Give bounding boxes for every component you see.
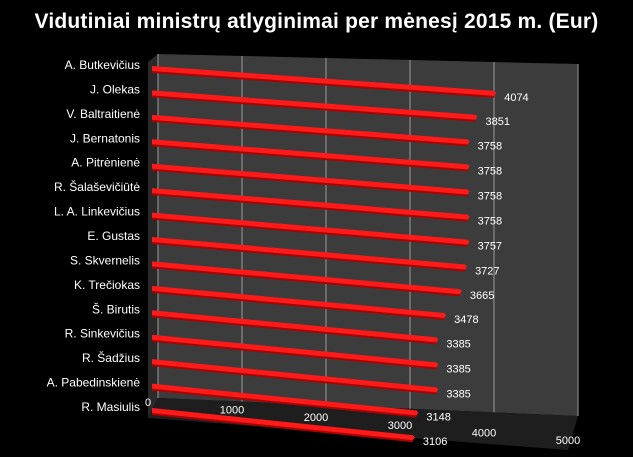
bar-shadow (152, 388, 417, 418)
data-label: 3758 (478, 216, 502, 228)
bar (152, 383, 419, 416)
bar (152, 285, 447, 318)
bar (152, 188, 470, 220)
category-label: A. Pabedinskienė (47, 376, 141, 390)
category-label: A. Pitrėnienė (71, 156, 140, 170)
bar-shadow (152, 339, 437, 370)
bar (152, 114, 470, 145)
data-label: 4074 (504, 92, 528, 104)
bar (152, 212, 470, 245)
category-label: J. Olekas (90, 82, 140, 96)
data-label: 3757 (478, 241, 502, 253)
bar-shadow (152, 217, 468, 247)
x-tick-label: 4000 (472, 427, 496, 439)
data-label: 3758 (478, 190, 502, 202)
data-label: 3385 (446, 388, 470, 400)
data-label: 3851 (485, 116, 509, 128)
category-label: R. Sinkevičius (65, 327, 140, 341)
bar-shadow (152, 364, 437, 395)
x-tick-label: 1000 (220, 405, 244, 417)
category-label: A. Butkevičius (65, 58, 140, 72)
data-label: 3385 (446, 338, 470, 350)
bar (152, 310, 439, 343)
bar (152, 359, 439, 393)
category-label: S. Skvernelis (70, 253, 140, 267)
category-label: K. Trečiokas (74, 278, 140, 292)
bar-shadow (152, 290, 445, 320)
plot-floor (148, 398, 578, 450)
bar (152, 163, 470, 195)
category-label: R. Šadžius (82, 350, 140, 365)
category-label: E. Gustas (87, 229, 140, 243)
bar (152, 261, 462, 295)
bar-shadow (152, 193, 468, 222)
bar-shadow (152, 95, 476, 122)
x-tick-label: 3000 (388, 420, 412, 432)
bar (152, 139, 470, 170)
bar-shadow (152, 242, 466, 272)
bar (152, 90, 478, 120)
bar-shadow (152, 168, 468, 197)
x-tick-label: 2000 (304, 412, 328, 424)
data-label: 3727 (475, 266, 499, 278)
data-label: 3478 (454, 314, 478, 326)
category-label: R. Masiulis (81, 400, 140, 414)
bar (152, 408, 415, 441)
category-label: V. Baltraitienė (66, 107, 140, 121)
category-label: L. A. Linkevičius (54, 205, 140, 219)
data-label: 3148 (426, 412, 450, 424)
bar-shadow (152, 315, 437, 345)
data-label: 3106 (423, 436, 447, 448)
data-label: 3665 (470, 290, 494, 302)
category-label: Š. Birutis (92, 301, 140, 316)
x-tick-label: 5000 (556, 435, 580, 447)
x-tick-label: 0 (145, 397, 151, 409)
bar-shadow (152, 144, 468, 172)
chart-title: Vidutiniai ministrų atlyginimai per mėne… (34, 10, 599, 33)
bar-shadow (152, 413, 413, 443)
bar (152, 66, 497, 96)
category-label: R. Šalaševičiūtė (54, 179, 140, 194)
bar-shadow (152, 71, 495, 98)
bar-shadow (152, 119, 468, 147)
data-label: 3758 (478, 140, 502, 152)
bar-shadow (152, 266, 460, 297)
bar (152, 237, 468, 270)
data-label: 3758 (478, 165, 502, 177)
bar (152, 334, 439, 368)
data-label: 3385 (446, 363, 470, 375)
category-label: J. Bernatonis (70, 131, 140, 145)
